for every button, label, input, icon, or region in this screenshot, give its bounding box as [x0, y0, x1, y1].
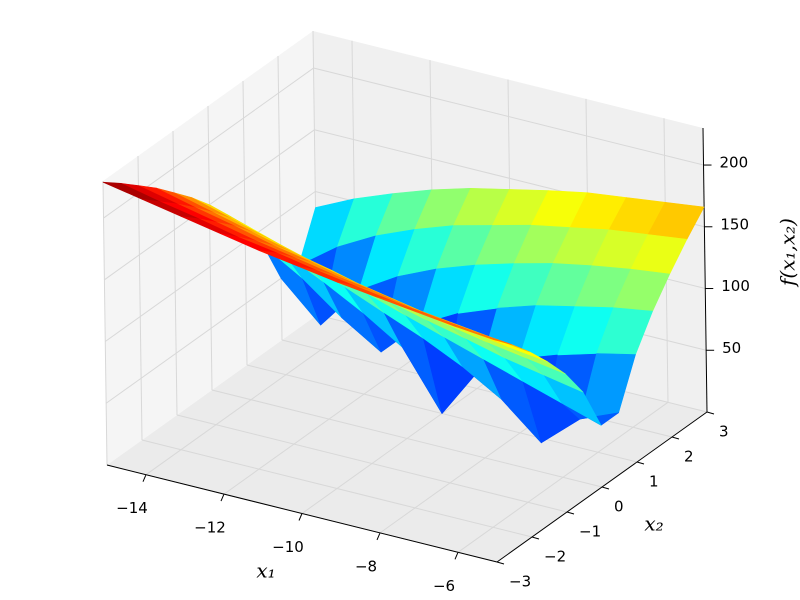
- z-tick-label: 150: [720, 215, 749, 233]
- tick-mark: [531, 536, 540, 540]
- grid-line: [104, 191, 316, 342]
- x-tick-label: −12: [194, 519, 226, 537]
- grid-line: [172, 130, 178, 416]
- x-axis-title: x₁: [256, 559, 275, 583]
- x-tick-label: −6: [433, 577, 455, 595]
- grid-line: [242, 80, 248, 366]
- z-axis-title: f(x₁,x₂): [776, 218, 800, 288]
- grid-line: [176, 414, 568, 513]
- x-tick-label: −14: [116, 499, 148, 517]
- z-tick-label: 50: [722, 339, 741, 357]
- y-tick-label: 0: [614, 498, 624, 516]
- y-tick-label: 3: [719, 423, 729, 441]
- y-tick-label: 2: [684, 448, 694, 466]
- grid-line: [141, 439, 533, 538]
- y-axis-title: x₂: [644, 512, 663, 536]
- grid-line: [137, 155, 143, 441]
- tick-mark: [220, 493, 225, 502]
- y-axis-line: [496, 411, 708, 563]
- grid-line: [277, 55, 283, 341]
- z-tick-label: 200: [720, 154, 749, 172]
- tick-mark: [706, 411, 715, 415]
- tick-mark: [566, 511, 575, 515]
- surface-patch: [454, 325, 512, 345]
- tick-mark: [671, 436, 680, 440]
- y-tick-label: 1: [649, 473, 659, 491]
- z-axis-line: [702, 127, 708, 413]
- tick-mark: [298, 513, 303, 521]
- tick-mark: [454, 552, 459, 560]
- z-tick-label: 100: [721, 277, 750, 295]
- y-tick-label: −3: [509, 573, 531, 591]
- x-tick-label: −10: [272, 538, 304, 556]
- surface: [102, 181, 705, 444]
- x-axis-line: [106, 464, 498, 563]
- tick-mark: [601, 486, 610, 490]
- tick-mark: [636, 461, 645, 465]
- tick-mark: [142, 474, 147, 482]
- tick-mark: [376, 532, 381, 541]
- grid-line: [313, 67, 704, 166]
- tick-mark: [496, 561, 505, 565]
- y-tick-label: −1: [579, 523, 601, 541]
- grid-line: [207, 105, 213, 391]
- y-tick-label: −2: [544, 548, 566, 566]
- grid-line: [211, 389, 603, 488]
- grid-line: [102, 180, 108, 466]
- x-tick-label: −8: [355, 557, 377, 575]
